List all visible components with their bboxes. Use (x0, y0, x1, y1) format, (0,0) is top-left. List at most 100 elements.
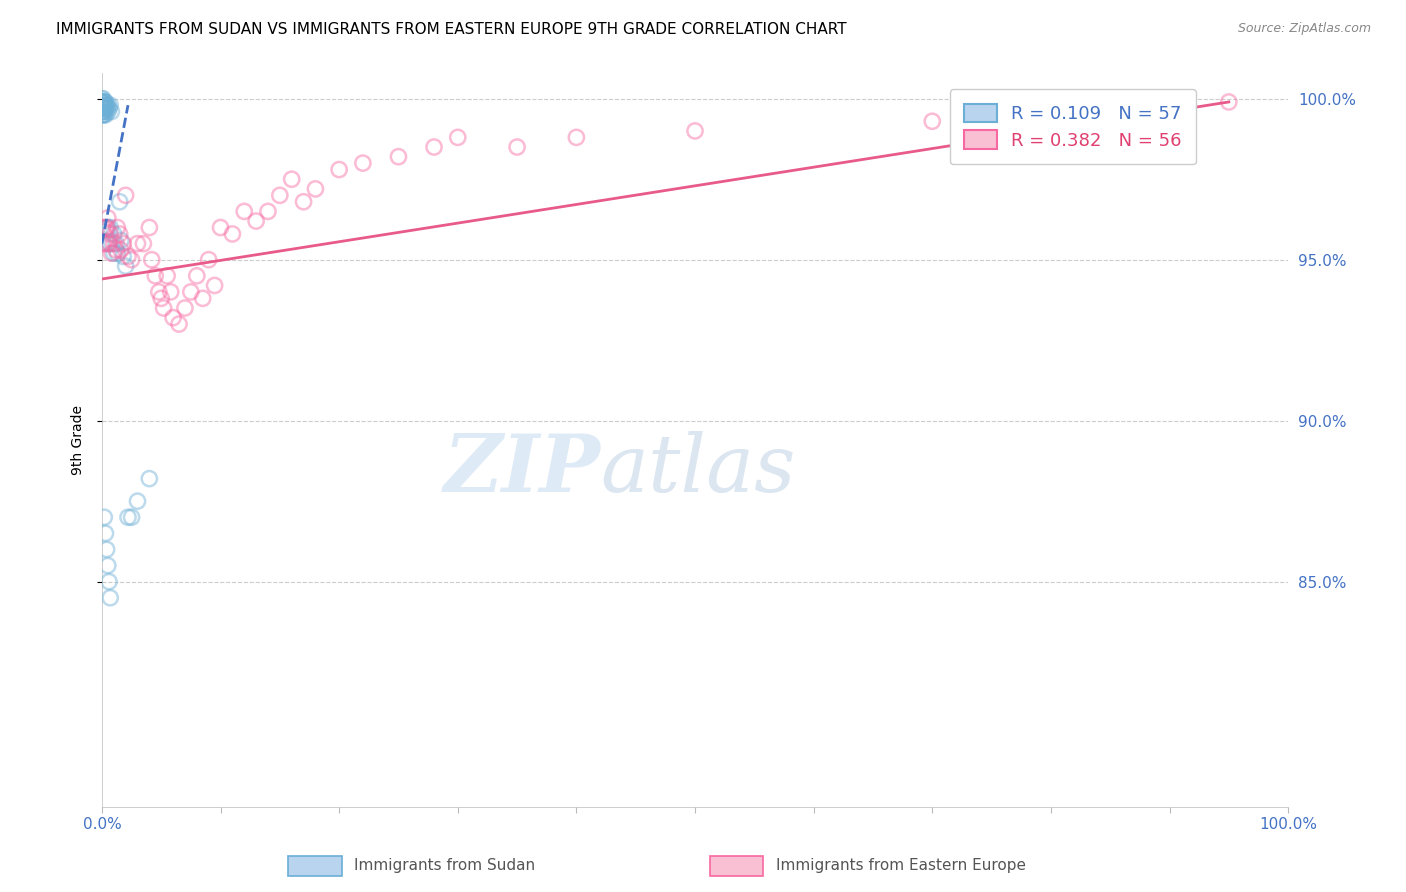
Point (150, 291, 173, 305)
Point (90, 102, 112, 116)
Point (94, 526, 117, 541)
Point (100, 236, 122, 251)
Point (117, 250, 139, 264)
Point (197, 252, 219, 267)
Point (108, 227, 131, 241)
Point (93, 510, 115, 524)
Point (100, 104, 122, 119)
Point (143, 268, 166, 283)
Point (90, 220, 112, 235)
Point (96, 102, 118, 116)
Point (90, 95, 112, 109)
Point (105, 220, 128, 235)
Point (292, 194, 315, 209)
Point (209, 220, 232, 235)
Point (97, 98, 120, 112)
Point (94, 95, 117, 109)
Point (96, 220, 118, 235)
Point (148, 285, 170, 299)
Point (90, 104, 112, 119)
Point (98, 574, 121, 589)
Point (96, 542, 118, 557)
Point (97, 104, 120, 119)
Point (105, 243, 128, 257)
Point (245, 214, 267, 228)
Point (94, 108, 117, 122)
Point (105, 246, 128, 260)
Point (156, 268, 179, 283)
Point (93, 102, 115, 116)
Point (98, 236, 121, 251)
Point (186, 268, 208, 283)
Point (96, 98, 118, 112)
Point (127, 236, 149, 251)
Point (91, 108, 114, 122)
Point (117, 510, 139, 524)
Point (98, 220, 121, 235)
Point (93, 220, 115, 235)
Point (174, 301, 197, 315)
Point (121, 510, 143, 524)
Point (152, 301, 174, 315)
Point (96, 220, 118, 235)
Point (108, 194, 131, 209)
Text: atlas: atlas (600, 431, 796, 508)
Point (94, 102, 117, 116)
Point (110, 243, 132, 257)
Text: ZIP: ZIP (443, 431, 600, 508)
Point (1159, 98, 1181, 112)
Point (110, 233, 132, 247)
Point (127, 494, 149, 508)
Point (138, 220, 160, 235)
Point (304, 182, 326, 196)
Legend: R = 0.109   N = 57, R = 0.382   N = 56: R = 0.109 N = 57, R = 0.382 N = 56 (949, 89, 1197, 164)
Text: Immigrants from Sudan: Immigrants from Sudan (354, 858, 536, 872)
Point (93, 95, 115, 109)
Point (93, 98, 115, 112)
Point (233, 204, 256, 219)
Point (90, 95, 112, 109)
Point (90, 108, 112, 122)
Y-axis label: 9th Grade: 9th Grade (72, 405, 86, 475)
Point (100, 246, 122, 260)
Point (103, 236, 125, 251)
Point (159, 285, 181, 299)
Point (565, 130, 588, 145)
Point (90, 102, 112, 116)
Point (180, 285, 202, 299)
Point (93, 108, 115, 122)
Point (98, 102, 121, 116)
Point (352, 156, 374, 170)
Point (103, 246, 125, 260)
Point (93, 104, 115, 119)
Point (91, 98, 114, 112)
Point (132, 236, 155, 251)
Point (204, 278, 226, 293)
Point (97, 558, 120, 573)
Point (447, 130, 470, 145)
Point (98, 227, 121, 241)
Point (138, 472, 160, 486)
Point (91, 102, 114, 116)
Text: IMMIGRANTS FROM SUDAN VS IMMIGRANTS FROM EASTERN EUROPE 9TH GRADE CORRELATION CH: IMMIGRANTS FROM SUDAN VS IMMIGRANTS FROM… (56, 22, 846, 37)
Point (98, 591, 121, 605)
Point (191, 291, 214, 305)
Point (94, 236, 117, 251)
Point (112, 236, 135, 251)
Point (167, 317, 190, 331)
Point (97, 220, 120, 235)
Point (91, 95, 114, 109)
Point (257, 204, 280, 219)
Point (90, 98, 112, 112)
Point (269, 188, 291, 202)
Point (90, 98, 112, 112)
Point (98, 98, 121, 112)
Point (506, 140, 529, 154)
Point (90, 104, 112, 119)
Point (90, 92, 112, 106)
Point (1218, 95, 1240, 109)
Point (114, 188, 136, 202)
Point (162, 310, 184, 325)
Point (91, 92, 114, 106)
Point (423, 140, 446, 154)
